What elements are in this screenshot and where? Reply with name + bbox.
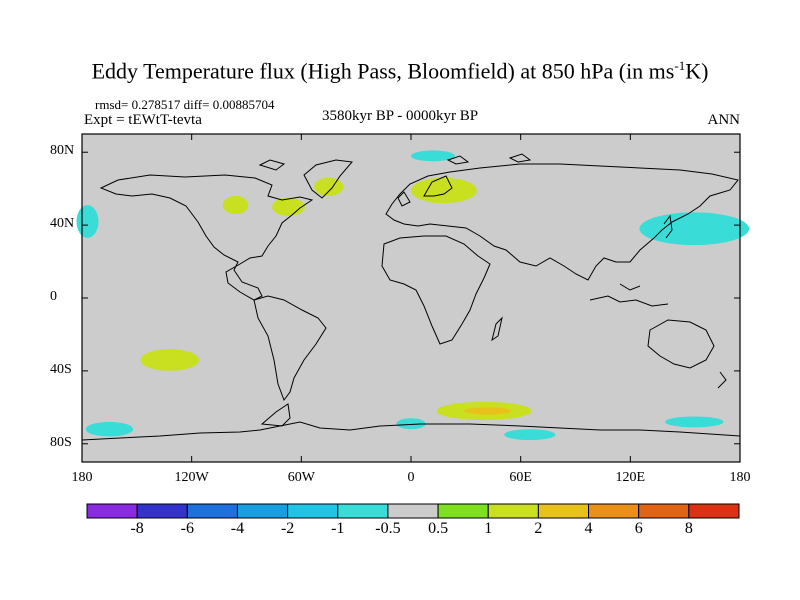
colorbar-swatch [337,503,389,519]
colorbar-swatch [287,503,339,519]
colorbar-label: 4 [584,520,593,537]
y-tick-label: 80N [50,143,75,159]
colorbar-label: -0.5 [375,520,401,537]
colorbar-swatch [186,503,238,519]
region-southern-ocean-atlantic [396,418,426,430]
region-north-pacific-west-positive [639,212,750,246]
colorbar-swatch [588,503,640,519]
experiment-label: Expt = tEWtT-tevta [84,112,202,128]
y-tick-label: 40N [50,216,75,232]
colorbar-swatch [236,503,289,519]
x-tick-label: 180 [729,470,751,485]
season-label: ANN [707,112,741,128]
x-tick-label: 60W [287,470,315,485]
colorbar-swatch [437,503,489,519]
region-antarctica-ross [665,416,724,428]
colorbar-label: 2 [534,520,543,537]
region-antarctica-pacific-coast [85,421,134,437]
region-arctic-barents [411,150,455,162]
x-tick-label: 120E [615,470,646,485]
colorbar-label: -4 [230,520,245,537]
colorbar-label: -6 [180,520,194,537]
colorbar-swatch [86,503,138,519]
colorbar [86,503,740,519]
y-tick-label: 80S [50,434,72,450]
colorbar-swatch [387,503,439,519]
x-tick-label: 0 [407,470,415,485]
x-tick-label: 120W [174,470,209,485]
y-tick-label: 0 [50,289,57,304]
colorbar-label: 1 [484,520,493,537]
region-south-pacific [140,349,199,371]
colorbar-swatch [537,503,590,519]
colorbar-label: 0.5 [428,520,449,537]
colorbar-label: -1 [331,520,345,537]
y-tick-label: 40S [50,361,72,377]
region-north-america-east [272,197,305,216]
colorbar-swatch [688,503,740,519]
region-north-pacific-east-edge [76,205,99,238]
colorbar-label: -8 [130,520,144,537]
stats-line: rmsd= 0.278517 diff= 0.00885704 [95,97,275,112]
region-southern-ocean-indian-core [464,407,512,415]
region-north-atlantic-greenland [314,177,344,196]
axis-ticks [81,134,741,462]
colorbar-label: -2 [280,520,295,537]
region-antarctica-indian-coast [504,429,556,441]
coastlines [81,153,741,441]
colorbar-swatch [638,503,690,519]
region-europe-north [411,177,477,204]
colorbar-swatch [136,503,188,519]
plot-title: Eddy Temperature flux (High Pass, Bloomf… [91,58,709,84]
period-label: 3580kyr BP - 0000kyr BP [322,108,479,124]
map-background [82,134,740,462]
colorbar-label: 6 [634,520,643,537]
region-north-america-central [222,195,249,215]
colorbar-label: 8 [684,520,693,537]
x-tick-label: 180 [71,470,93,485]
colorbar-swatch [487,503,539,519]
x-tick-label: 60E [509,470,532,485]
map-plot-area [76,133,750,463]
